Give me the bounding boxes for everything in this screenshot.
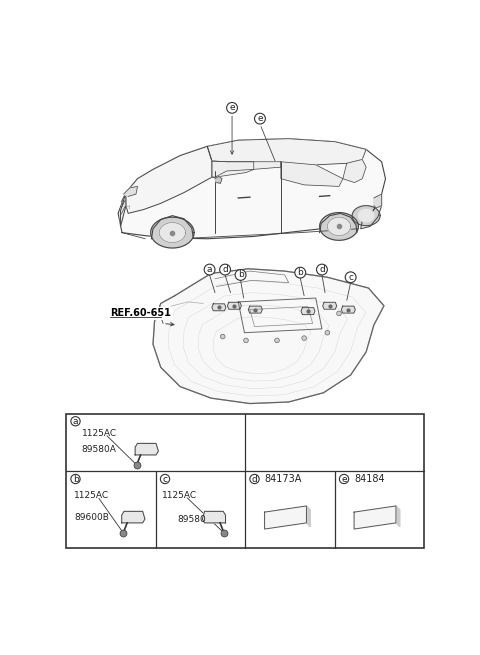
Polygon shape [396, 506, 400, 527]
Text: 1125AC: 1125AC [162, 491, 197, 500]
Polygon shape [343, 159, 366, 183]
Circle shape [302, 336, 306, 341]
Polygon shape [151, 217, 194, 248]
Polygon shape [320, 213, 359, 240]
Polygon shape [374, 194, 382, 208]
Text: d: d [319, 265, 325, 274]
Circle shape [339, 474, 348, 483]
Polygon shape [118, 139, 385, 239]
Polygon shape [301, 308, 315, 314]
Text: d: d [222, 265, 228, 274]
Circle shape [336, 311, 341, 316]
Polygon shape [120, 193, 126, 227]
Text: e: e [229, 103, 235, 113]
Polygon shape [207, 139, 366, 165]
Text: d: d [252, 474, 257, 483]
Polygon shape [228, 303, 241, 309]
Polygon shape [122, 512, 145, 523]
Polygon shape [135, 443, 158, 455]
Text: e: e [257, 114, 263, 123]
Circle shape [220, 264, 230, 275]
Bar [66, 413, 424, 548]
Text: REF.60-651: REF.60-651 [110, 309, 171, 318]
Polygon shape [123, 187, 137, 196]
Polygon shape [341, 306, 355, 313]
Text: 84184: 84184 [354, 474, 385, 484]
Polygon shape [212, 304, 226, 310]
Polygon shape [215, 176, 222, 183]
Circle shape [71, 417, 80, 426]
Polygon shape [248, 306, 262, 313]
Circle shape [220, 334, 225, 339]
Polygon shape [306, 506, 310, 527]
Polygon shape [359, 210, 374, 222]
Polygon shape [360, 194, 382, 229]
Circle shape [254, 113, 265, 124]
Text: 89600B: 89600B [74, 513, 109, 522]
Text: a: a [207, 265, 212, 274]
Text: b: b [72, 474, 78, 483]
Circle shape [227, 102, 238, 113]
Polygon shape [281, 162, 343, 187]
Circle shape [250, 474, 259, 483]
Polygon shape [202, 512, 226, 523]
Polygon shape [159, 223, 186, 242]
Polygon shape [327, 217, 350, 236]
Circle shape [325, 330, 330, 335]
Text: 84173A: 84173A [264, 474, 302, 484]
Text: 1125AC: 1125AC [74, 491, 109, 500]
Polygon shape [354, 506, 396, 529]
Circle shape [244, 338, 248, 343]
Circle shape [275, 338, 279, 343]
Polygon shape [153, 269, 384, 403]
Circle shape [235, 270, 246, 280]
Polygon shape [264, 506, 306, 529]
Text: 1125AC: 1125AC [82, 429, 117, 438]
Text: b: b [238, 271, 243, 280]
Circle shape [71, 474, 80, 483]
Text: c: c [348, 272, 353, 282]
Text: c: c [163, 474, 168, 483]
Circle shape [295, 267, 306, 278]
Polygon shape [352, 206, 380, 226]
Polygon shape [323, 303, 336, 309]
Text: a: a [73, 417, 78, 426]
Polygon shape [126, 146, 212, 214]
Polygon shape [212, 161, 281, 177]
Text: 89580: 89580 [178, 515, 206, 523]
Circle shape [345, 272, 356, 283]
Text: 89580A: 89580A [82, 445, 117, 454]
Circle shape [204, 264, 215, 275]
Circle shape [160, 474, 169, 483]
Circle shape [316, 264, 327, 275]
Polygon shape [212, 161, 254, 177]
Text: H: H [125, 206, 130, 210]
Text: e: e [341, 474, 347, 483]
Text: b: b [298, 268, 303, 277]
